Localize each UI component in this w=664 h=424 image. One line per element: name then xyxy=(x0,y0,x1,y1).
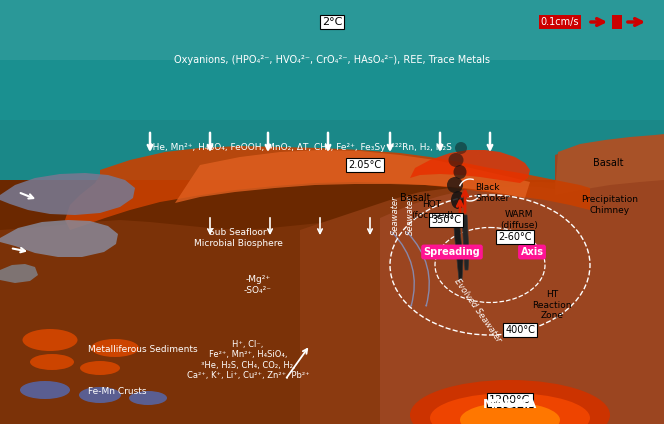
Text: 2-60°C: 2-60°C xyxy=(498,232,532,242)
Ellipse shape xyxy=(30,354,74,370)
Text: Evolved Seawater: Evolved Seawater xyxy=(453,276,503,343)
Text: 1200°C: 1200°C xyxy=(489,395,531,405)
Ellipse shape xyxy=(79,387,121,403)
Polygon shape xyxy=(0,120,664,180)
Text: HT
Reaction
Zone: HT Reaction Zone xyxy=(533,290,572,320)
Text: MAGMA: MAGMA xyxy=(483,399,537,412)
Ellipse shape xyxy=(460,402,560,424)
Polygon shape xyxy=(555,137,664,424)
Text: Seawater: Seawater xyxy=(390,195,400,235)
FancyArrowPatch shape xyxy=(407,232,430,306)
Ellipse shape xyxy=(451,191,465,209)
Text: 2.05°C: 2.05°C xyxy=(349,160,382,170)
Ellipse shape xyxy=(80,361,120,375)
Polygon shape xyxy=(65,146,590,230)
Polygon shape xyxy=(453,215,463,280)
Polygon shape xyxy=(0,220,118,257)
Polygon shape xyxy=(0,173,135,215)
Text: 0.1cm/s: 0.1cm/s xyxy=(540,17,579,27)
Ellipse shape xyxy=(91,339,139,357)
Text: Oxyanions, (HPO₄²⁻, HVO₄²⁻, CrO₄²⁻, HAsO₄²⁻), REE, Trace Metals: Oxyanions, (HPO₄²⁻, HVO₄²⁻, CrO₄²⁻, HAsO… xyxy=(174,55,490,65)
Text: Fe-Mn Crusts: Fe-Mn Crusts xyxy=(88,388,147,396)
Text: Spreading: Spreading xyxy=(424,247,480,257)
Polygon shape xyxy=(0,190,664,424)
Polygon shape xyxy=(0,180,664,230)
Polygon shape xyxy=(0,264,38,283)
Ellipse shape xyxy=(129,391,167,405)
Polygon shape xyxy=(410,150,530,183)
Polygon shape xyxy=(0,60,664,120)
Polygon shape xyxy=(555,134,664,195)
Text: Basalt: Basalt xyxy=(400,193,430,203)
Text: H⁺, Cl⁻,
Fe²⁺, Mn²⁺, H₄SiO₄,
³He, H₂S, CH₄, CO₂, H₂,
Ca²⁺, K⁺, Li⁺, Cu²⁺, Zn²⁺, : H⁺, Cl⁻, Fe²⁺, Mn²⁺, H₄SiO₄, ³He, H₂S, C… xyxy=(187,340,309,380)
Polygon shape xyxy=(300,182,664,424)
Polygon shape xyxy=(0,0,664,60)
Text: Precipitation
Chimney: Precipitation Chimney xyxy=(582,195,639,215)
Ellipse shape xyxy=(410,380,610,424)
Text: 350°C: 350°C xyxy=(431,215,461,225)
Text: ³He, Mn²⁺, H₄SO₄, FeOOH, MnO₂, ΔT, CH₄, Fe²⁺, Fe₃Sy  ²²²Rn, H₂, H₂S: ³He, Mn²⁺, H₄SO₄, FeOOH, MnO₂, ΔT, CH₄, … xyxy=(149,143,452,153)
Polygon shape xyxy=(380,186,664,424)
Text: Metalliferous Sediments: Metalliferous Sediments xyxy=(88,346,198,354)
Ellipse shape xyxy=(454,165,467,179)
Polygon shape xyxy=(462,215,469,270)
Ellipse shape xyxy=(455,142,467,154)
Text: Black
Smoker: Black Smoker xyxy=(475,183,509,203)
Polygon shape xyxy=(0,180,664,424)
Ellipse shape xyxy=(20,381,70,399)
Text: 2°C: 2°C xyxy=(322,17,342,27)
Ellipse shape xyxy=(448,153,463,167)
Text: Seawater: Seawater xyxy=(406,195,414,235)
Text: WARM
(diffuse): WARM (diffuse) xyxy=(500,210,538,230)
FancyArrowPatch shape xyxy=(392,232,414,306)
Text: Sub Seafloor
Microbial Biosphere: Sub Seafloor Microbial Biosphere xyxy=(194,228,282,248)
Text: Axis: Axis xyxy=(521,247,544,257)
Text: Basalt: Basalt xyxy=(593,158,623,168)
Text: 400°C: 400°C xyxy=(505,325,535,335)
Ellipse shape xyxy=(430,393,590,424)
Ellipse shape xyxy=(23,329,78,351)
Text: -Mg²⁺
-SO₄²⁻: -Mg²⁺ -SO₄²⁻ xyxy=(244,275,272,295)
Text: HOT
(focused): HOT (focused) xyxy=(411,200,454,220)
Ellipse shape xyxy=(447,177,463,193)
Polygon shape xyxy=(175,150,530,203)
FancyBboxPatch shape xyxy=(612,15,622,29)
